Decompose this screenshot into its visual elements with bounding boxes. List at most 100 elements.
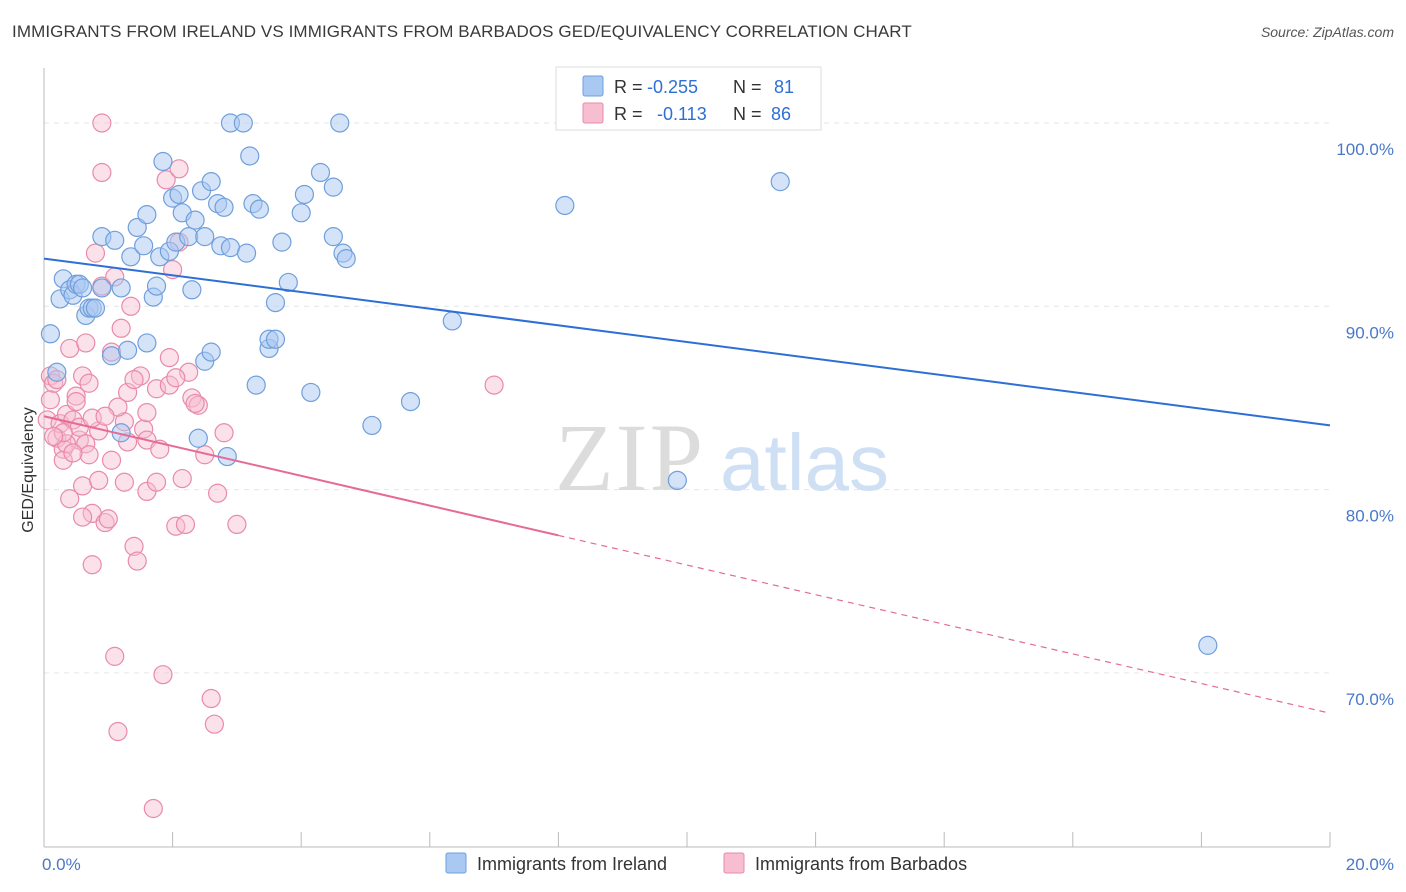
ireland-point (294, 184, 315, 205)
barbados-point (214, 423, 234, 443)
ireland-point (220, 238, 241, 258)
barbados-point (484, 375, 504, 395)
top-legend: R = -0.255 N = 81 R = -0.113 N = 86 (555, 66, 822, 131)
y-axis-title: GED/Equivalency (20, 407, 37, 532)
ireland-point (278, 272, 298, 293)
legend-r-label-ireland: R = (614, 77, 643, 97)
ireland-point (117, 340, 138, 360)
bottom-legend-label-ireland: Immigrants from Ireland (477, 854, 667, 874)
ireland-point (85, 298, 106, 318)
barbados-point (166, 368, 186, 388)
barbados-point (166, 516, 186, 536)
barbados-point (137, 402, 157, 423)
ireland-point (137, 205, 157, 225)
ireland-point (134, 236, 154, 256)
ireland-point (265, 329, 286, 349)
legend-r-label-barbados: R = (614, 104, 643, 124)
barbados-point (89, 470, 109, 491)
chart-title: IMMIGRANTS FROM IRELAND VS IMMIGRANTS FR… (12, 22, 912, 41)
ireland-point (105, 230, 125, 250)
series-barbados-points (37, 113, 504, 819)
barbados-point (60, 489, 80, 509)
y-tick-label: 80.0% (1346, 507, 1394, 526)
barbados-point (40, 390, 61, 410)
ireland-point (233, 113, 253, 133)
ireland-point (323, 177, 343, 197)
barbados-point (153, 665, 173, 685)
ireland-point (667, 470, 687, 491)
ireland-point (92, 278, 112, 298)
barbados-point (127, 551, 147, 571)
barbados-point (169, 159, 189, 179)
y-tick-label: 90.0% (1346, 323, 1394, 342)
ireland-point (214, 197, 234, 217)
barbados-point (72, 476, 93, 496)
ireland-point (246, 375, 266, 395)
series-ireland-points (40, 113, 1218, 655)
ireland-point (323, 227, 343, 247)
y-tick-label: 70.0% (1346, 690, 1394, 709)
barbados-point (76, 333, 96, 353)
barbados-point (66, 386, 86, 406)
barbados-point (111, 318, 131, 338)
y-tick-labels: 70.0% 80.0% 90.0% 100.0% (1336, 140, 1394, 709)
ireland-point (265, 293, 286, 313)
ireland-point (310, 162, 331, 183)
ireland-point (153, 151, 173, 172)
ireland-point (442, 311, 462, 331)
ireland-point (111, 278, 131, 298)
barbados-point (53, 423, 73, 443)
ireland-point (330, 113, 350, 133)
barbados-point (124, 370, 144, 390)
barbados-point (175, 514, 196, 535)
ireland-point (72, 278, 93, 298)
ireland-trend-line (43, 257, 1331, 427)
barbados-point (44, 426, 64, 447)
ireland-point (301, 382, 321, 403)
barbados-point (95, 512, 115, 533)
x-ticks (43, 832, 1331, 847)
trend-lines (43, 257, 1331, 714)
bottom-legend-swatch-ireland (445, 852, 467, 874)
barbados-point (124, 536, 144, 556)
bottom-legend-swatch-barbados (723, 852, 745, 874)
ireland-point (169, 184, 189, 205)
barbados-point (98, 509, 118, 529)
ireland-point (185, 210, 205, 230)
legend-n-label-ireland: N = (733, 77, 762, 97)
ireland-point (195, 227, 215, 247)
watermark-atlas: atlas (720, 418, 889, 507)
barbados-point (201, 688, 221, 709)
barbados-point (95, 406, 115, 426)
barbados-point (79, 445, 99, 465)
barbados-point (185, 393, 205, 414)
ireland-point (201, 342, 221, 362)
legend-n-value-barbados: 86 (771, 104, 791, 124)
ireland-point (770, 172, 790, 192)
ireland-point (336, 249, 356, 269)
barbados-point (53, 450, 73, 470)
ireland-point (127, 217, 147, 238)
ireland-point (179, 227, 199, 247)
barbados-point (60, 338, 80, 359)
ireland-point (201, 172, 221, 192)
barbados-point (146, 472, 167, 492)
barbados-point (79, 373, 99, 393)
barbados-point (92, 113, 112, 133)
barbados-point (66, 391, 86, 412)
ireland-point (362, 415, 382, 436)
y-tick-label: 100.0% (1336, 140, 1394, 159)
barbados-point (53, 439, 73, 459)
barbados-point (159, 348, 179, 368)
ireland-point (291, 203, 311, 223)
ireland-point (555, 195, 575, 216)
barbados-point (105, 646, 125, 666)
legend-r-value-barbados: -0.113 (657, 104, 707, 124)
ireland-point (121, 247, 141, 267)
chart-source: Source: ZipAtlas.com (1260, 24, 1394, 40)
barbados-point (188, 395, 208, 415)
barbados-point (156, 170, 176, 190)
barbados-point (182, 388, 202, 408)
barbados-point (134, 419, 154, 439)
